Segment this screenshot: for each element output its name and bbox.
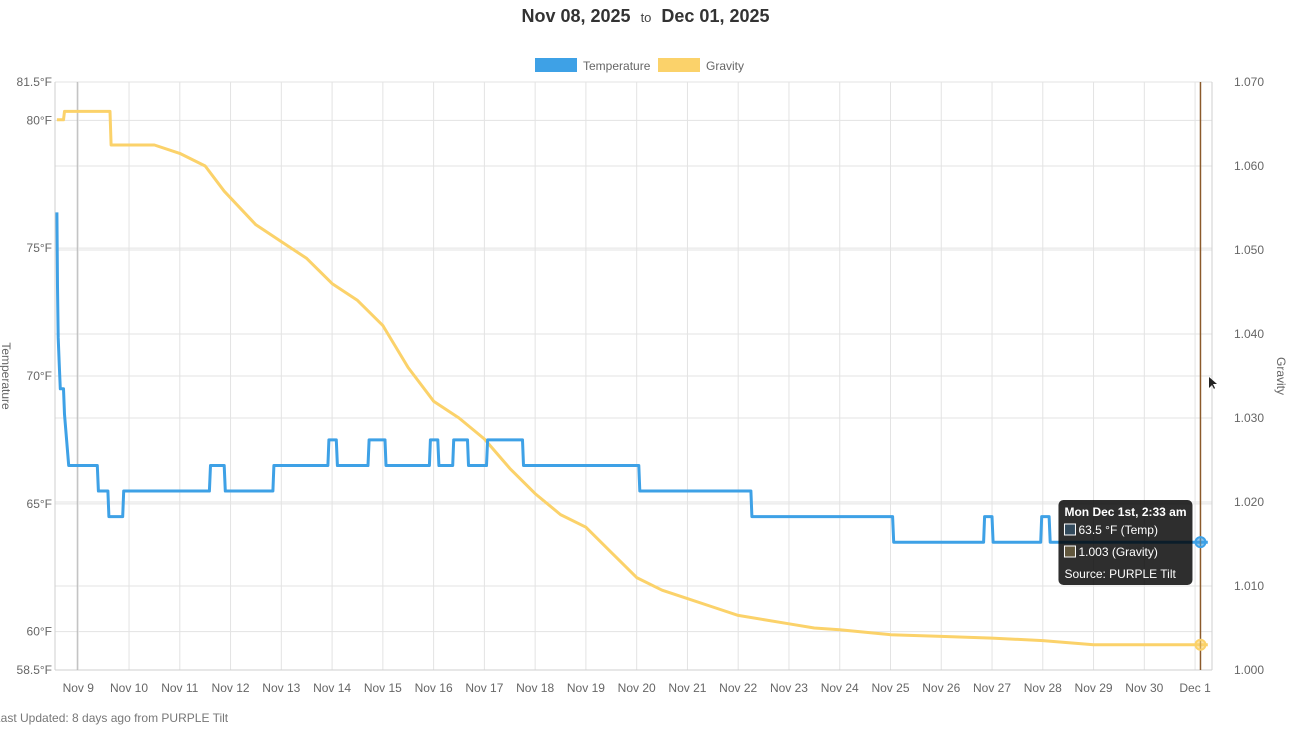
y-right-tick-label: 1.050: [1234, 243, 1264, 257]
x-tick-label: Nov 25: [871, 681, 909, 695]
start-date[interactable]: Nov 08, 2025: [521, 6, 631, 26]
x-tick-label: Nov 11: [161, 681, 198, 695]
y-right-tick-label: 1.040: [1234, 327, 1264, 341]
legend-swatch-temperature[interactable]: [535, 58, 577, 72]
x-tick-label: Nov 13: [262, 681, 300, 695]
hover-point-temperature[interactable]: [1194, 536, 1207, 549]
y-right-tick-label: 1.010: [1234, 579, 1264, 593]
x-tick-label: Nov 17: [465, 681, 503, 695]
x-tick-label: Nov 15: [364, 681, 402, 695]
tooltip-temperature-line: 63.5 °F (Temp): [1078, 523, 1158, 537]
series-line-gravity: [56, 109, 1208, 647]
x-tick-label: Nov 27: [973, 681, 1011, 695]
y-left-tick-label: 65°F: [27, 497, 52, 511]
y-right-tick-label: 1.020: [1234, 495, 1264, 509]
x-tick-label: Nov 22: [719, 681, 757, 695]
last-updated-status: Last Updated: 8 days ago from PURPLE Til…: [0, 711, 229, 725]
fermentation-chart[interactable]: 58.5°F 60°F 65°F 70°F 75°F 80°F 81.5°F 1.000 1.0…: [0, 0, 1291, 711]
x-tick-label: Nov 19: [567, 681, 605, 695]
x-tick-label: Nov 26: [922, 681, 960, 695]
x-tick-label: Nov 28: [1024, 681, 1062, 695]
y-left-tick-label: 75°F: [27, 241, 52, 255]
hover-tooltip: Mon Dec 1st, 2:33 am 63.5 °F (Temp) 1.003 …: [1058, 500, 1193, 585]
x-tick-label: Nov 21: [668, 681, 706, 695]
x-tick-label: Nov 23: [770, 681, 808, 695]
x-tick-label: Nov 9: [63, 681, 95, 695]
y-right-axis-title: Gravity: [1274, 357, 1288, 395]
series-line-temperature: [55, 212, 1208, 544]
legend[interactable]: Temperature Gravity: [535, 58, 744, 73]
legend-swatch-gravity[interactable]: [658, 58, 700, 72]
y-left-tick-label: 58.5°F: [17, 663, 52, 677]
x-tick-label: Nov 10: [110, 681, 148, 695]
hover-point-gravity[interactable]: [1194, 638, 1207, 651]
x-tick-label: Nov 14: [313, 681, 351, 695]
y-left-tick-label: 60°F: [27, 625, 52, 639]
x-tick-label: Nov 12: [212, 681, 250, 695]
date-separator: to: [640, 10, 652, 25]
mouse-pointer-icon: [1209, 377, 1217, 389]
x-tick-label: Dec 1: [1179, 681, 1211, 695]
tooltip-swatch-temperature: [1063, 523, 1076, 536]
tooltip-background: [1058, 500, 1193, 585]
y-right-tick-label: 1.070: [1234, 75, 1264, 89]
tooltip-swatch-gravity: [1063, 545, 1076, 558]
date-range-header: Nov 08, 2025 to Dec 01, 2025: [0, 6, 1291, 27]
y-left-axis-title: Temperature: [0, 342, 13, 410]
end-date[interactable]: Dec 01, 2025: [661, 6, 770, 26]
x-tick-label: Nov 18: [516, 681, 554, 695]
y-right-tick-label: 1.060: [1234, 159, 1264, 173]
y-left-tick-label: 81.5°F: [17, 75, 52, 89]
x-tick-label: Nov 16: [415, 681, 453, 695]
legend-label-temperature[interactable]: Temperature: [583, 59, 651, 73]
x-tick-label: Nov 24: [821, 681, 859, 695]
y-left-tick-label: 80°F: [27, 113, 52, 127]
x-tick-label: Nov 30: [1125, 681, 1163, 695]
x-tick-label: Nov 29: [1075, 681, 1113, 695]
tooltip-source-line: Source: PURPLE Tilt: [1064, 567, 1176, 581]
y-right-tick-label: 1.030: [1234, 411, 1264, 425]
x-tick-label: Nov 20: [618, 681, 656, 695]
tooltip-title: Mon Dec 1st, 2:33 am: [1064, 505, 1186, 519]
legend-label-gravity[interactable]: Gravity: [706, 59, 744, 73]
y-right-tick-label: 1.000: [1234, 663, 1264, 677]
grid-lines: [55, 81, 1212, 671]
tooltip-gravity-line: 1.003 (Gravity): [1078, 545, 1157, 559]
y-left-tick-label: 70°F: [27, 369, 52, 383]
